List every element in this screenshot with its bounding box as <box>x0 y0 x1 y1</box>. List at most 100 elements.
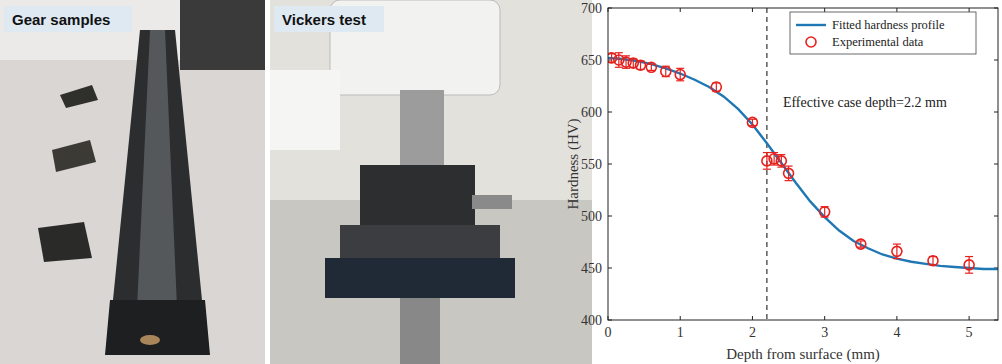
error-bar <box>777 155 785 167</box>
error-bar <box>637 61 645 69</box>
reference-line <box>766 8 767 320</box>
y-tick-label: 450 <box>581 261 602 276</box>
photo-indenter <box>400 90 444 165</box>
x-tick-label: 0 <box>605 325 612 340</box>
marks <box>608 53 998 273</box>
error-bar-stem <box>752 119 753 125</box>
data-point <box>776 156 786 166</box>
legend-box <box>790 12 976 54</box>
error-bar <box>676 68 684 80</box>
y-tick-label: 400 <box>581 313 602 328</box>
error-bar-cap <box>893 258 901 259</box>
data-point <box>646 62 656 72</box>
error-bar <box>893 244 901 259</box>
x-tick <box>824 316 825 320</box>
photo-background <box>0 0 265 364</box>
error-bar-stem <box>969 257 970 274</box>
page: {"photos": [{"label": "Gear samples"}, {… <box>0 0 1002 364</box>
photo-column <box>400 298 440 364</box>
data-point <box>820 207 830 217</box>
x-axis-label: Depth from surface (mm) <box>726 346 880 363</box>
error-bar-stem <box>651 64 652 70</box>
data-point <box>964 260 974 270</box>
data-point <box>784 168 794 178</box>
figure: Gear samplesVickers test0123454004505005… <box>0 0 1002 364</box>
photo-label-box <box>4 6 132 32</box>
error-bar-cap <box>777 154 785 155</box>
x-tick-top <box>824 8 825 12</box>
error-bar <box>712 83 720 91</box>
y-tick-label: 650 <box>581 53 602 68</box>
legend-label: Experimental data <box>832 35 924 49</box>
error-bar-cap <box>676 68 684 69</box>
annotation-text: Effective case depth=2.2 mm <box>783 95 947 110</box>
error-bar-cap <box>770 152 778 153</box>
data-point <box>928 256 938 266</box>
photo-gear-rack-end <box>105 300 210 355</box>
x-tick-top <box>969 8 970 12</box>
photo-gear-rack <box>110 30 205 330</box>
data-point <box>661 66 671 76</box>
photo-label: Vickers test <box>282 11 366 28</box>
photo-vickers-test: Vickers test <box>270 0 592 364</box>
plot-area <box>608 8 998 320</box>
error-bar-cap <box>785 180 793 181</box>
error-bar-stem <box>932 257 933 265</box>
error-bar-cap <box>763 152 771 153</box>
photo-specimen <box>360 165 475 225</box>
error-bar <box>785 166 793 181</box>
error-bar <box>662 66 670 76</box>
x-tick <box>896 316 897 320</box>
photo-machine-arm <box>270 70 340 150</box>
error-bar-cap <box>893 243 901 244</box>
photo-vise <box>340 225 500 260</box>
photo-sample <box>38 222 92 262</box>
y-tick-right <box>994 164 998 165</box>
y-tick-right <box>994 216 998 217</box>
photo-gear-hole <box>140 335 160 345</box>
x-tick-top <box>896 8 897 12</box>
error-bar <box>748 119 756 125</box>
error-bar-stem <box>665 66 666 76</box>
legend: Fitted hardness profile Experimental data <box>790 12 976 54</box>
x-tick <box>752 316 753 320</box>
y-tick <box>608 164 612 165</box>
error-bar <box>929 257 937 265</box>
x-tick-top <box>680 8 681 12</box>
error-bar-cap <box>615 67 623 68</box>
data-point <box>747 117 757 127</box>
photo-background <box>270 0 592 364</box>
photo-stage <box>325 258 515 298</box>
data-point <box>711 82 721 92</box>
y-tick-label: 550 <box>581 157 602 172</box>
error-bar-stem <box>633 59 634 67</box>
error-bar-cap <box>785 165 793 166</box>
chart: 012345400450500550600650700Depth from su… <box>565 1 998 363</box>
y-tick-label: 500 <box>581 209 602 224</box>
error-bar-cap <box>615 52 623 53</box>
data-point <box>608 53 617 63</box>
photo-micrometer <box>472 195 512 209</box>
y-tick-right <box>994 60 998 61</box>
legend-label: Fitted hardness profile <box>832 18 945 32</box>
error-bar-cap <box>965 256 973 257</box>
x-tick-label: 5 <box>966 325 973 340</box>
error-bar-cap <box>622 68 630 69</box>
x-tick-label: 4 <box>893 325 900 340</box>
y-tick-right <box>994 112 998 113</box>
error-bar-stem <box>824 207 825 217</box>
error-bar-cap <box>622 55 630 56</box>
fitted-line <box>608 58 998 269</box>
error-bar <box>965 257 973 274</box>
x-tick-label: 1 <box>677 325 684 340</box>
y-tick-label: 600 <box>581 105 602 120</box>
legend-swatch <box>796 24 826 26</box>
error-bar-cap <box>676 80 684 81</box>
axes: 012345400450500550600650700Depth from su… <box>565 1 998 363</box>
data-point <box>892 246 902 256</box>
error-bar-stem <box>766 153 767 170</box>
data-point <box>636 60 646 70</box>
y-tick <box>608 216 612 217</box>
photo-sample <box>52 140 96 172</box>
photo-device <box>180 0 265 70</box>
